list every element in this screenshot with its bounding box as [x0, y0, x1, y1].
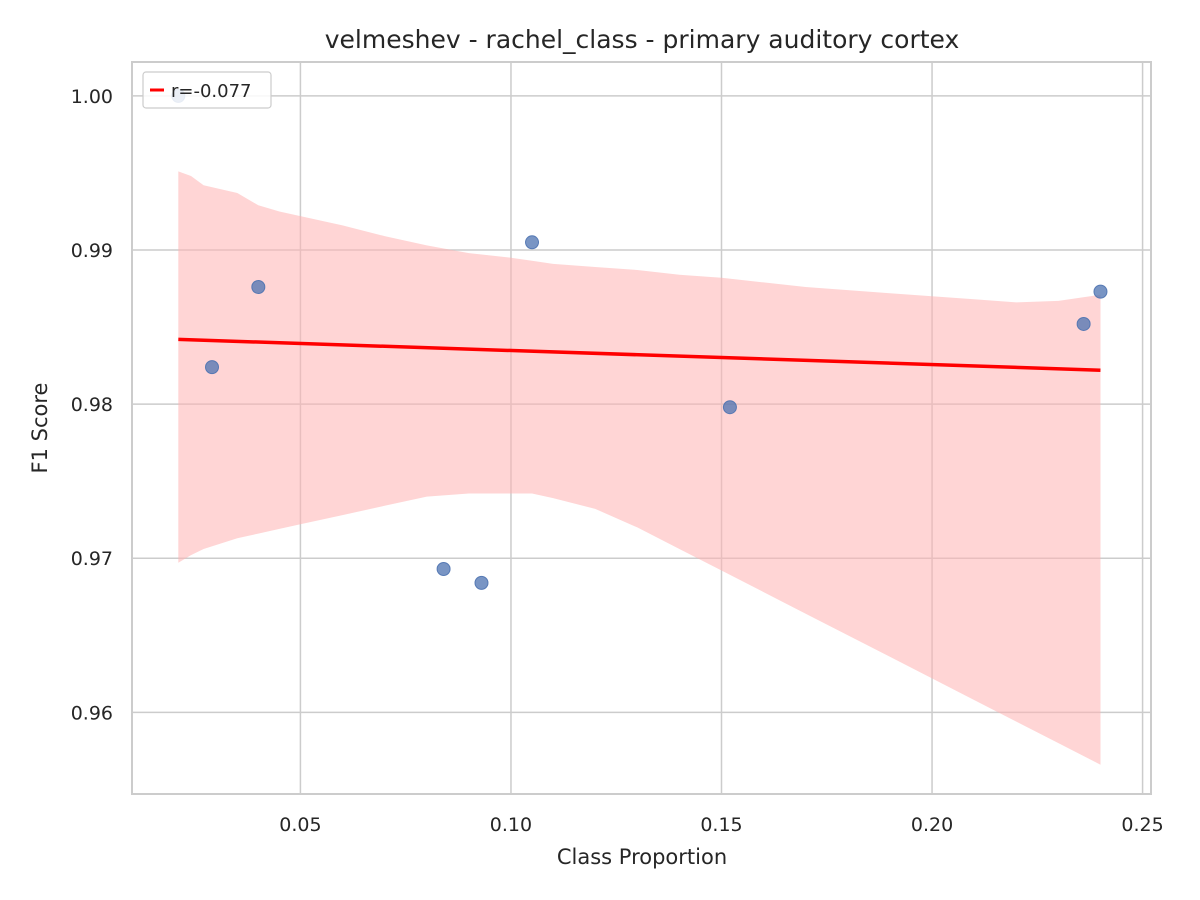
- x-tick-label: 0.15: [700, 814, 742, 836]
- x-tick-label: 0.25: [1121, 814, 1163, 836]
- x-tick-labels: 0.05 0.10 0.15 0.20 0.25: [279, 814, 1163, 836]
- data-point: [1076, 316, 1091, 331]
- points-layer: [171, 88, 1108, 590]
- y-tick-label: 0.97: [71, 548, 113, 570]
- x-tick-label: 0.10: [490, 814, 532, 836]
- legend-box: [142, 71, 272, 109]
- data-point: [251, 279, 266, 294]
- regression-line: [178, 337, 1101, 372]
- y-tick-labels: 0.96 0.97 0.98 0.99 1.00: [71, 86, 113, 724]
- chart-title: velmeshev - rachel_class - primary audit…: [325, 25, 960, 54]
- data-point: [474, 575, 489, 590]
- y-tick-label: 0.96: [71, 702, 113, 724]
- y-axis-label: F1 Score: [28, 383, 52, 474]
- data-point: [722, 400, 737, 415]
- y-tick-label: 1.00: [71, 86, 113, 108]
- legend-label: r=-0.077: [171, 81, 252, 102]
- data-point: [205, 360, 220, 375]
- legend: r=-0.077: [142, 71, 272, 109]
- x-tick-label: 0.20: [911, 814, 953, 836]
- regression-line-layer: [178, 337, 1101, 372]
- x-axis-label: Class Proportion: [557, 845, 727, 869]
- data-point: [525, 235, 540, 250]
- confidence-band: [178, 171, 1101, 765]
- data-point: [1093, 284, 1108, 299]
- data-point: [436, 562, 451, 577]
- x-tick-label: 0.05: [279, 814, 321, 836]
- y-tick-label: 0.98: [71, 394, 113, 416]
- y-tick-label: 0.99: [71, 240, 113, 262]
- confidence-band-layer: [178, 171, 1101, 765]
- plot-frame: [131, 61, 1152, 795]
